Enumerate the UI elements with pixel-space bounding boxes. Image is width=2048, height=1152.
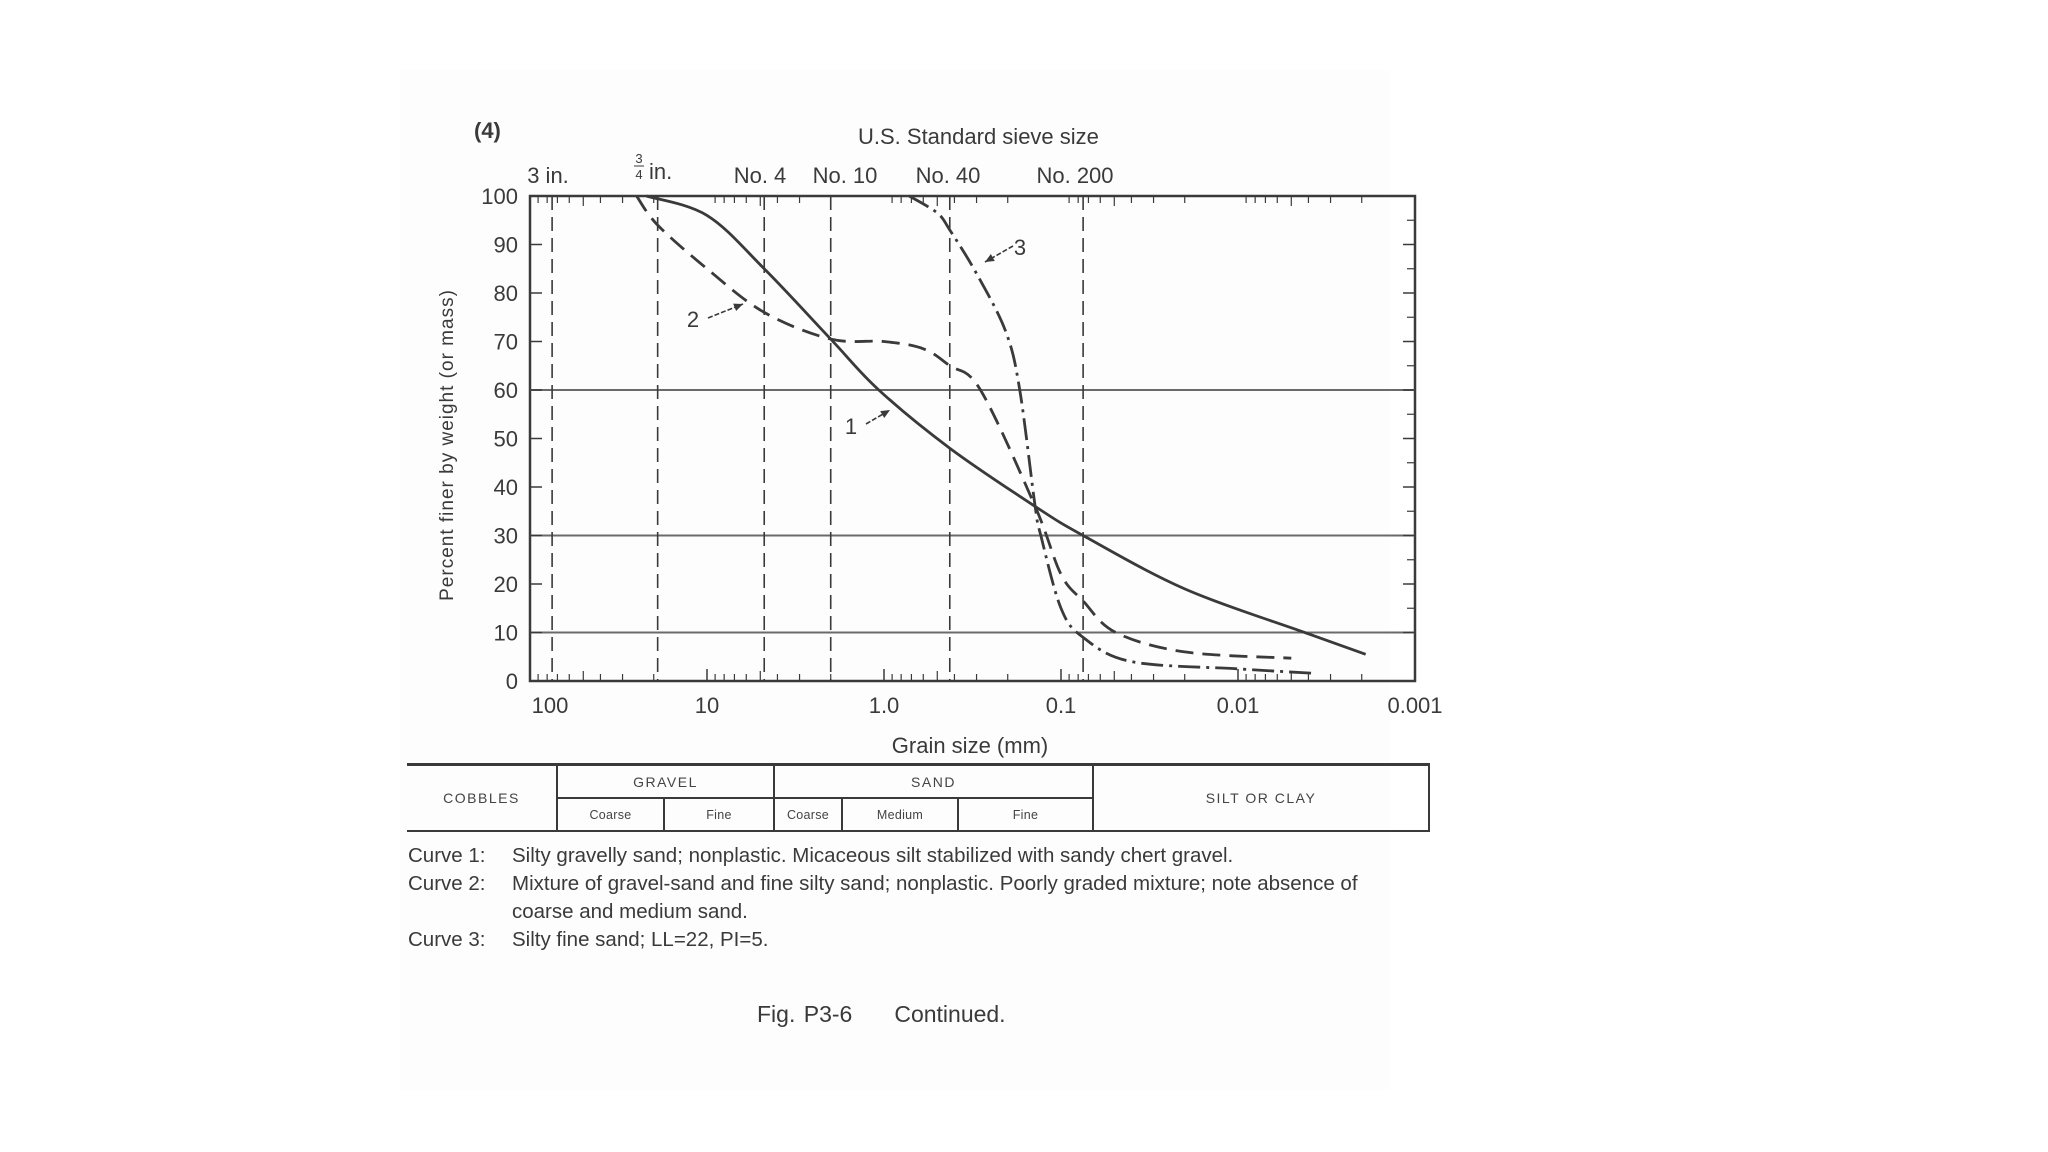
sand-coarse-cell: Coarse — [773, 799, 841, 830]
note-curve-2: Curve 2: Mixture of gravel-sand and fine… — [408, 870, 1448, 926]
y-tick-label: 90 — [494, 233, 518, 258]
y-axis-title: Percent finer by weight (or mass) — [437, 289, 458, 601]
sieve-label: No. 200 — [1036, 163, 1113, 188]
note-key: Curve 3: — [408, 928, 486, 951]
sieve-label: No. 10 — [813, 163, 878, 188]
curve-2-label: 2 — [687, 307, 699, 332]
x-tick-label: 100 — [532, 693, 569, 718]
soil-classification-table: COBBLES GRAVEL Coarse Fine SAND Coarse M… — [407, 763, 1430, 832]
sand-fine-cell: Fine — [957, 799, 1092, 830]
x-tick-label: 1.0 — [869, 693, 900, 718]
curve-3-label: 3 — [1014, 235, 1026, 260]
silt-clay-cell: SILT OR CLAY — [1092, 766, 1430, 830]
callout-arrow-line — [984, 245, 1014, 263]
top-axis-title: U.S. Standard sieve size — [858, 124, 1099, 149]
sand-medium-cell: Medium — [841, 799, 957, 830]
note-curve-1: Curve 1: Silty gravelly sand; nonplastic… — [408, 842, 1448, 870]
arrowhead-icon — [733, 303, 743, 312]
y-tick-label: 80 — [494, 281, 518, 306]
panel-label: (4) — [474, 118, 501, 143]
curve-3-line — [908, 194, 1313, 675]
y-tick-label: 60 — [494, 378, 518, 403]
y-tick-label: 40 — [494, 475, 518, 500]
sieve-unit: in. — [649, 159, 672, 184]
x-axis-title: Grain size (mm) — [892, 733, 1048, 758]
curve-1-label: 1 — [845, 414, 857, 439]
x-tick-label: 0.01 — [1217, 693, 1260, 718]
y-tick-label: 10 — [494, 621, 518, 646]
y-tick-label: 50 — [494, 427, 518, 452]
y-tick-label: 70 — [494, 330, 518, 355]
chart-labels: 3 in.34 in. No. 4 No. 10 No. 40 No. 200010203… — [437, 151, 1443, 758]
figure-caption: Fig. P3-6 Continued. — [757, 1001, 1006, 1028]
cobbles-cell: COBBLES — [443, 790, 520, 806]
sieve-label: No. 40 — [916, 163, 981, 188]
sieve-label: 3 in. — [527, 163, 569, 188]
fraction-numerator: 3 — [635, 151, 642, 166]
curve-notes: Curve 1: Silty gravelly sand; nonplastic… — [408, 842, 1448, 954]
gravel-fine-cell: Fine — [663, 799, 773, 830]
note-text: Mixture of gravel-sand and fine silty sa… — [512, 872, 1358, 923]
figure-caption-text: Continued. — [894, 1001, 1006, 1027]
curve-2-line — [635, 195, 1292, 660]
note-key: Curve 2: — [408, 872, 486, 895]
figure-number: Fig. P3-6 — [757, 1001, 853, 1027]
note-text: Silty fine sand; LL=22, PI=5. — [512, 928, 769, 951]
chart-curves — [635, 194, 1367, 675]
y-tick-label: 20 — [494, 572, 518, 597]
sieve-label-three-quarter-inch: 34 in. — [634, 151, 672, 184]
sand-header: SAND — [773, 766, 1092, 799]
note-curve-3: Curve 3: Silty fine sand; LL=22, PI=5. — [408, 926, 1448, 954]
page-background — [400, 70, 1390, 1090]
note-text: Silty gravelly sand; nonplastic. Micaceo… — [512, 844, 1234, 867]
fraction-denominator: 4 — [635, 167, 642, 182]
y-tick-label: 30 — [494, 524, 518, 549]
y-tick-label: 0 — [506, 669, 518, 694]
sieve-label: No. 4 — [734, 163, 787, 188]
arrowhead-icon — [880, 410, 890, 418]
x-tick-label: 0.001 — [1387, 693, 1442, 718]
plot-frame — [528, 194, 1417, 683]
gravel-header: GRAVEL — [556, 766, 773, 799]
arrowhead-icon — [985, 254, 995, 262]
gravel-coarse-cell: Coarse — [556, 799, 663, 830]
x-tick-label: 10 — [695, 693, 719, 718]
x-tick-label: 0.1 — [1046, 693, 1077, 718]
note-key: Curve 1: — [408, 844, 486, 867]
y-tick-label: 100 — [481, 184, 518, 209]
curve-1-line — [645, 194, 1367, 656]
chart-axes — [528, 194, 1417, 683]
